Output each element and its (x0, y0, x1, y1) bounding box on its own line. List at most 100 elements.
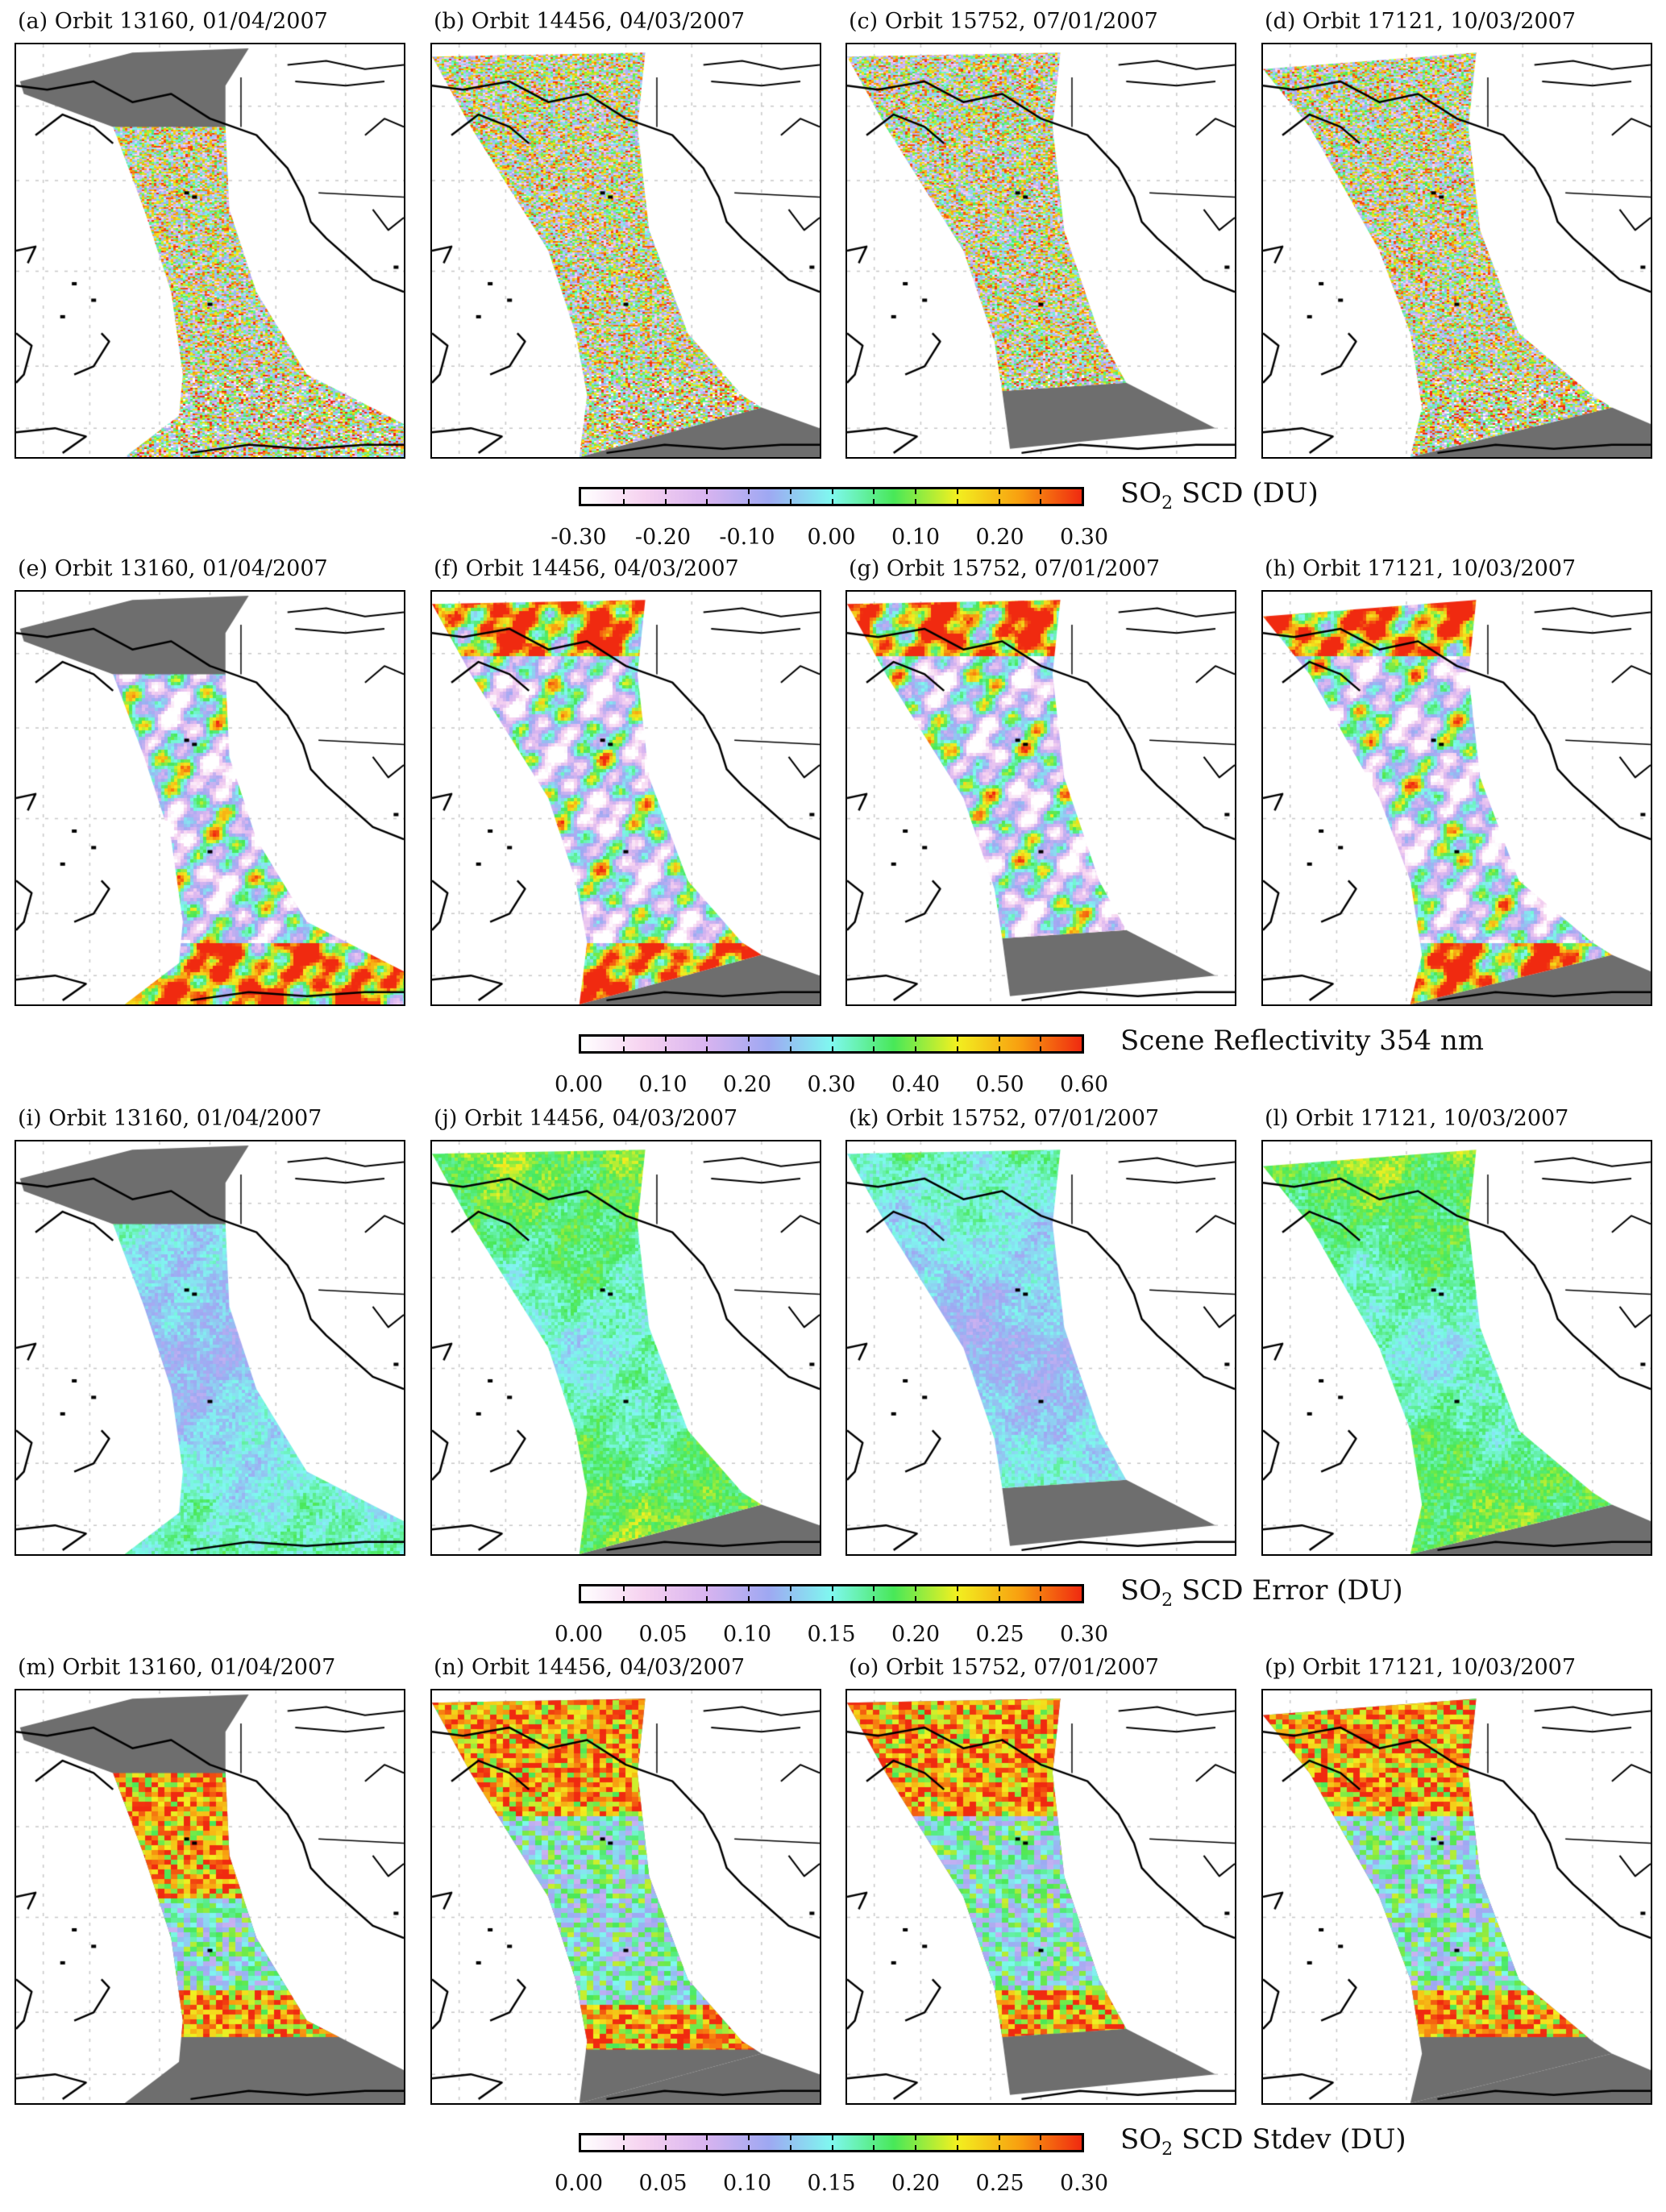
map-panel (845, 43, 1236, 459)
panel-title: (f) Orbit 14456, 04/03/2007 (434, 556, 739, 581)
map-canvas (1263, 592, 1651, 1004)
colorbar-tick (831, 1596, 833, 1601)
colorbar-tick (622, 2145, 625, 2150)
colorbar-tick (998, 1046, 1000, 1051)
colorbar-tick (873, 2145, 875, 2150)
colorbar-tick-label: 0.25 (975, 1622, 1024, 1647)
colorbar-tick-label: 0.20 (891, 2171, 941, 2196)
colorbar-tick (664, 489, 667, 494)
colorbar-tick (998, 1037, 1000, 1042)
colorbar-label-part: SCD (DU) (1173, 477, 1319, 509)
map-canvas (432, 1141, 820, 1554)
map-panel (845, 590, 1236, 1006)
colorbar-tick (789, 499, 791, 504)
colorbar-tick (873, 499, 875, 504)
colorbar-tick (789, 2145, 791, 2150)
colorbar-tick (956, 1596, 958, 1601)
colorbar-tick-label: 0.20 (722, 1072, 772, 1097)
colorbar-tick (956, 2145, 958, 2150)
colorbar-tick (915, 1046, 916, 1051)
panel-title: (j) Orbit 14456, 04/03/2007 (434, 1106, 738, 1131)
colorbar-tick (1040, 2145, 1042, 2150)
colorbar-tick (915, 499, 916, 504)
colorbar (579, 1034, 1084, 1054)
panel-title: (p) Orbit 17121, 10/03/2007 (1265, 1655, 1577, 1680)
colorbar-tick (664, 499, 667, 504)
map-panel (15, 1140, 405, 1556)
colorbar-tick (622, 1596, 625, 1601)
colorbar (579, 487, 1084, 506)
map-canvas (1263, 44, 1651, 457)
colorbar-tick-label: 0.10 (722, 2171, 772, 2196)
map-canvas (847, 592, 1235, 1004)
colorbar-tick (706, 489, 708, 494)
colorbar-tick (998, 2145, 1000, 2150)
colorbar-tick-label: 0.15 (807, 1622, 856, 1647)
colorbar-tick (706, 499, 708, 504)
colorbar-tick-label: 0.00 (554, 1622, 604, 1647)
colorbar-tick (915, 1596, 916, 1601)
colorbar-tick (873, 489, 875, 494)
colorbar-label-part: 2 (1161, 2139, 1174, 2160)
colorbar-tick (1040, 1586, 1042, 1591)
colorbar-label: SO2 SCD Stdev (DU) (1120, 2123, 1406, 2160)
map-panel (1261, 43, 1652, 459)
map-canvas (847, 1690, 1235, 2103)
colorbar-label-part: Scene Reflectivity 354 nm (1120, 1025, 1484, 1057)
colorbar-tick (664, 1596, 667, 1601)
panel-title: (i) Orbit 13160, 01/04/2007 (18, 1106, 322, 1131)
map-panel (430, 1689, 821, 2105)
panel-title: (b) Orbit 14456, 04/03/2007 (434, 9, 746, 34)
colorbar-tick (622, 1046, 625, 1051)
colorbar-tick (748, 489, 750, 494)
colorbar-label-part: SO (1120, 1574, 1162, 1607)
colorbar-tick (748, 1037, 750, 1042)
colorbar-label: SO2 SCD (DU) (1120, 477, 1319, 514)
colorbar-tick (956, 1586, 958, 1591)
colorbar-tick (664, 1037, 667, 1042)
panel-title: (a) Orbit 13160, 01/04/2007 (18, 9, 328, 34)
colorbar-tick-label: 0.00 (554, 1072, 604, 1097)
colorbar-tick (1040, 1596, 1042, 1601)
colorbar-tick (748, 1046, 750, 1051)
map-canvas (1263, 1690, 1651, 2103)
map-panel (845, 1689, 1236, 2105)
colorbar-tick-label: 0.05 (638, 2171, 688, 2196)
colorbar-tick (956, 1037, 958, 1042)
colorbar-tick (789, 2135, 791, 2140)
colorbar-tick (706, 1586, 708, 1591)
map-panel (430, 43, 821, 459)
map-panel (430, 590, 821, 1006)
colorbar-tick (664, 1586, 667, 1591)
panel-title: (d) Orbit 17121, 10/03/2007 (1265, 9, 1577, 34)
map-panel (845, 1140, 1236, 1556)
colorbar (579, 1584, 1084, 1603)
panel-title: (m) Orbit 13160, 01/04/2007 (18, 1655, 336, 1680)
colorbar-tick (831, 489, 833, 494)
map-panel (430, 1140, 821, 1556)
colorbar-tick (748, 499, 750, 504)
colorbar-tick (873, 1596, 875, 1601)
colorbar-tick (915, 1037, 916, 1042)
colorbar-tick (622, 489, 625, 494)
colorbar-tick (622, 1586, 625, 1591)
colorbar-tick (664, 2135, 667, 2140)
colorbar-tick (1040, 2135, 1042, 2140)
colorbar-tick (748, 1586, 750, 1591)
colorbar-tick-label: 0.00 (807, 525, 856, 550)
colorbar-tick (706, 2145, 708, 2150)
colorbar (579, 2133, 1084, 2152)
colorbar-tick (622, 2135, 625, 2140)
colorbar-tick-label: 0.10 (638, 1072, 688, 1097)
map-canvas (16, 44, 404, 457)
colorbar-tick (748, 2135, 750, 2140)
colorbar-tick-label: 0.25 (975, 2171, 1024, 2196)
colorbar-tick (1040, 1037, 1042, 1042)
map-canvas (432, 44, 820, 457)
colorbar-tick (664, 2145, 667, 2150)
colorbar-tick (873, 1586, 875, 1591)
map-canvas (16, 1141, 404, 1554)
panel-title: (g) Orbit 15752, 07/01/2007 (849, 556, 1161, 581)
colorbar-tick (915, 1586, 916, 1591)
colorbar-tick-label: -0.20 (634, 525, 692, 550)
